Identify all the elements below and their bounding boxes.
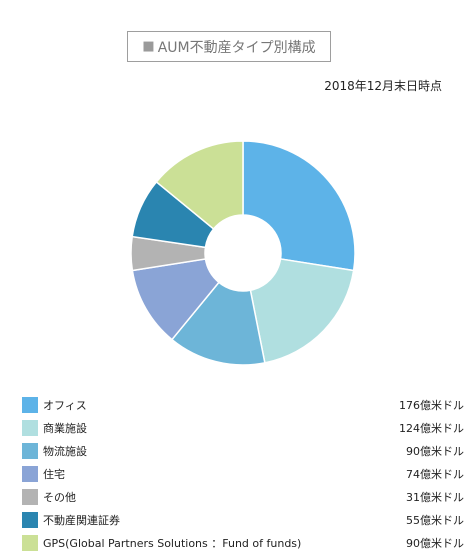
legend-value: 74億米ドル: [406, 467, 464, 481]
legend-value: 55億米ドル: [406, 513, 464, 527]
legend-label: 不動産関連証券: [43, 513, 120, 527]
legend-value: 31億米ドル: [406, 490, 464, 504]
legend-swatch: [22, 488, 38, 505]
legend-swatch: [22, 396, 38, 413]
chart-legend: オフィス 176億米ドル 商業施設 124億米ドル 物流施設 90億米ドル 住宅 74億米ドル…: [22, 393, 464, 554]
legend-swatch: [22, 419, 38, 436]
legend-item[interactable]: 住宅 74億米ドル: [22, 462, 464, 485]
legend-value: 124億米ドル: [399, 421, 464, 435]
legend-item[interactable]: 不動産関連証券 55億米ドル: [22, 508, 464, 531]
legend-value: 176億米ドル: [399, 398, 464, 412]
legend-item[interactable]: オフィス 176億米ドル: [22, 393, 464, 416]
chart-title: AUM不動産タイプ別構成: [157, 39, 316, 56]
legend-label: その他: [43, 490, 76, 504]
legend-item[interactable]: その他 31億米ドル: [22, 485, 464, 508]
donut-slice-7[interactable]: [155, 140, 244, 230]
donut-slice-1[interactable]: [242, 140, 356, 272]
legend-swatch: [22, 511, 38, 528]
legend-label: 物流施設: [43, 444, 87, 458]
legend-value: 90億米ドル: [406, 444, 464, 458]
donut-slice-2[interactable]: [249, 258, 355, 364]
legend-item[interactable]: 物流施設 90億米ドル: [22, 439, 464, 462]
legend-swatch: [22, 534, 38, 551]
donut-chart: [130, 140, 356, 366]
legend-label: GPS(Global Partners Solutions ：Fund of f…: [43, 536, 302, 550]
donut-slice-3[interactable]: [170, 281, 266, 366]
legend-value: 90億米ドル: [406, 536, 464, 550]
legend-item[interactable]: 商業施設 124億米ドル: [22, 416, 464, 439]
legend-swatch: [22, 465, 38, 482]
legend-label: 商業施設: [43, 421, 87, 435]
chart-title-box: ■ AUM不動産タイプ別構成: [127, 31, 331, 62]
legend-swatch: [22, 442, 38, 459]
square-bullet-icon: ■: [142, 39, 155, 54]
as-of-date: 2018年12月末日時点: [324, 79, 442, 93]
legend-label: オフィス: [43, 398, 87, 412]
legend-label: 住宅: [43, 467, 65, 481]
legend-item[interactable]: GPS(Global Partners Solutions ：Fund of f…: [22, 531, 464, 554]
